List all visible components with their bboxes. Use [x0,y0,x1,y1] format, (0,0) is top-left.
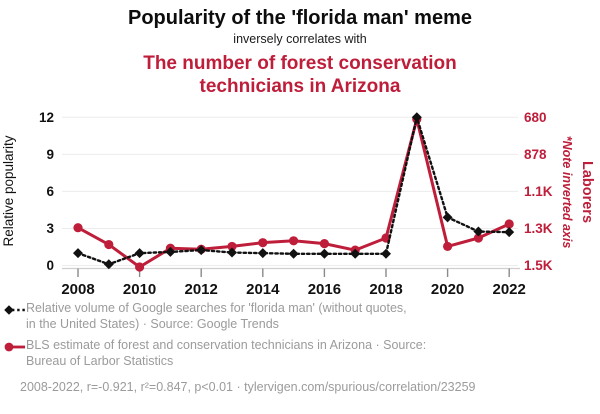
svg-text:878: 878 [524,147,547,162]
series-florida-man [73,112,515,270]
svg-text:3: 3 [46,221,54,236]
legend-item-florida-man: Relative volume of Google searches for '… [4,301,590,332]
legend-item-technicians: BLS estimate of forest and conservation … [4,338,590,369]
x-axis: 2008 2010 2012 2014 2016 2018 2020 2022 [61,267,526,298]
right-axis-note: *Note inverted axis [560,136,574,249]
svg-text:1.3K: 1.3K [524,221,553,236]
black-diamond-dotted-marker-icon [4,305,25,315]
legend-text-florida-man: Relative volume of Google searches for '… [26,301,407,331]
series-technicians [73,114,514,272]
svg-text:2014: 2014 [246,281,280,298]
svg-text:2018: 2018 [369,281,402,298]
chart-subtitle-red-line1: The number of forest conservation [143,53,457,74]
svg-text:2022: 2022 [493,281,526,298]
svg-text:2016: 2016 [308,281,341,298]
y-axis-left: 0 3 6 9 12 [39,110,55,273]
svg-text:9: 9 [46,147,54,162]
svg-text:6: 6 [46,184,54,199]
legend-text-technicians: BLS estimate of forest and conservation … [26,338,427,368]
legend: Relative volume of Google searches for '… [4,301,590,375]
svg-text:1.5K: 1.5K [524,258,553,273]
chart-subtitle-red-line2: technicians in Arizona [199,76,401,97]
chart-subtitle-connector: inversely correlates with [233,32,367,46]
svg-text:1.1K: 1.1K [524,184,553,199]
svg-text:12: 12 [39,110,54,125]
right-axis-title: Laborers [579,161,595,223]
svg-text:2008: 2008 [61,281,94,298]
svg-text:680: 680 [524,110,547,125]
chart-title: Popularity of the 'florida man' meme [127,7,472,29]
stats-footer: 2008-2022, r=-0.921, r²=0.847, p<0.01 · … [20,380,476,394]
chart-subtitle-red: The number of forest conservation techni… [0,52,600,98]
correlation-chart: 0 3 6 9 12 1.5K 1.3K 1.1K 878 680 2008 2010 2012 2014… [1,110,595,298]
left-axis-title: Relative popularity [1,135,16,246]
svg-text:2012: 2012 [185,281,218,298]
red-circle-solid-marker-icon [4,342,25,352]
title-block: Popularity of the 'florida man' meme inv… [0,3,600,98]
y-axis-right: 1.5K 1.3K 1.1K 878 680 [524,110,553,273]
svg-text:0: 0 [46,258,54,273]
svg-text:2020: 2020 [431,281,464,298]
svg-text:2010: 2010 [123,281,156,298]
